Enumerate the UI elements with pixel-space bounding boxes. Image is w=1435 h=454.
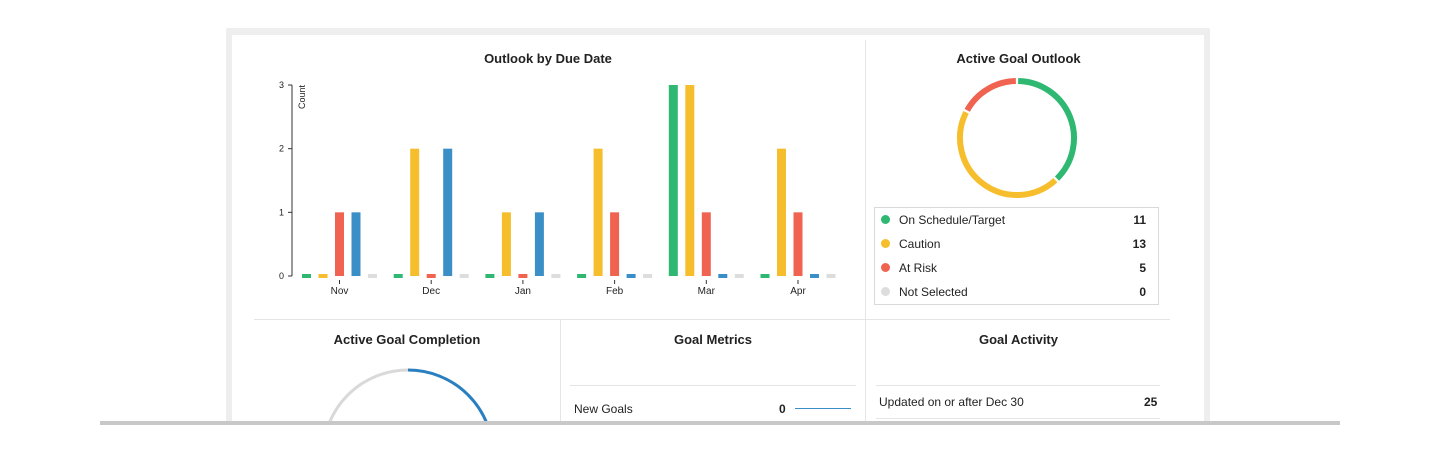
- donut-slice-1[interactable]: [957, 110, 1058, 198]
- gauge-progress: [407, 368, 489, 424]
- y-axis-label: Count: [297, 85, 307, 110]
- goal-activity-divider: [876, 385, 1160, 386]
- x-tick-label: Nov: [331, 286, 349, 297]
- bar-apr-3[interactable]: [810, 274, 819, 278]
- bar-jan-0[interactable]: [485, 274, 495, 278]
- bar-nov-2[interactable]: [335, 212, 344, 276]
- on-schedule-dot-icon: [881, 215, 890, 224]
- new-goals-value: 0: [779, 402, 786, 416]
- legend-value: 11: [1133, 213, 1146, 227]
- new-goals-label: New Goals: [574, 402, 633, 416]
- bar-nov-1[interactable]: [318, 274, 328, 278]
- dashboard-card: Outlook by Due Date 0 1 2 3 Count Nov Dec Jan Fe…: [232, 35, 1204, 424]
- outlook-legend: On Schedule/Target 11 Caution 13 At Risk…: [874, 207, 1159, 305]
- donut-slice-0[interactable]: [1018, 78, 1077, 181]
- bar-mar-1[interactable]: [685, 85, 695, 276]
- legend-value: 5: [1139, 261, 1146, 275]
- bar-feb-0[interactable]: [577, 274, 587, 278]
- divider-horizontal: [254, 319, 1170, 320]
- gauge-track: [327, 368, 409, 424]
- updated-after-label: Updated on or after Dec 30: [879, 395, 1024, 409]
- bar-feb-4[interactable]: [643, 274, 653, 278]
- bar-jan-1[interactable]: [501, 212, 511, 276]
- divider-vertical-bottom-1: [560, 320, 561, 424]
- x-tick-label: Dec: [422, 286, 440, 297]
- scroll-boundary-line: [100, 421, 1340, 425]
- bar-dec-1[interactable]: [410, 148, 420, 276]
- bar-feb-3[interactable]: [626, 274, 636, 278]
- y-tick-label: 3: [279, 80, 284, 90]
- x-tick-label: Mar: [698, 286, 716, 297]
- donut-slice-2[interactable]: [964, 78, 1017, 112]
- divider-vertical-top: [865, 40, 866, 320]
- outlook-chart-title: Outlook by Due Date: [484, 51, 612, 66]
- bar-dec-4[interactable]: [459, 274, 469, 278]
- bar-dec-3[interactable]: [443, 148, 453, 276]
- caution-dot-icon: [881, 239, 890, 248]
- bar-apr-2[interactable]: [793, 212, 803, 276]
- completion-gauge-arc: [327, 368, 489, 424]
- bar-jan-2[interactable]: [518, 274, 528, 278]
- bar-apr-1[interactable]: [777, 148, 786, 276]
- legend-row-not-selected[interactable]: Not Selected 0: [875, 280, 1158, 304]
- legend-label: At Risk: [899, 261, 938, 275]
- legend-label: Caution: [899, 237, 941, 251]
- updated-after-value: 25: [1144, 395, 1158, 409]
- goal-activity-row-divider: [876, 418, 1160, 419]
- active-goal-outlook-donut: [957, 78, 1077, 198]
- y-tick-label: 2: [279, 144, 284, 154]
- active-goal-completion-title: Active Goal Completion: [333, 332, 481, 347]
- x-tick-label: Apr: [790, 286, 806, 297]
- outlook-bar-chart: 0 1 2 3 Count Nov Dec Jan Feb Mar Apr: [279, 80, 836, 297]
- bar-nov-4[interactable]: [368, 274, 377, 278]
- bar-jan-3[interactable]: [534, 212, 544, 276]
- active-goal-outlook-title: Active Goal Outlook: [956, 51, 1081, 66]
- bar-feb-1[interactable]: [593, 148, 603, 276]
- x-tick-label: Feb: [606, 286, 624, 297]
- new-goals-sparkline: [795, 408, 851, 409]
- y-tick-label: 1: [279, 207, 284, 217]
- legend-row-on-schedule[interactable]: On Schedule/Target 11: [875, 208, 1158, 232]
- bar-feb-2[interactable]: [610, 212, 620, 276]
- divider-vertical-bottom-2: [865, 320, 866, 424]
- legend-label: Not Selected: [899, 285, 968, 299]
- bar-nov-0[interactable]: [302, 274, 311, 278]
- bar-dec-2[interactable]: [426, 274, 436, 278]
- bar-apr-4[interactable]: [826, 274, 836, 278]
- bar-mar-2[interactable]: [701, 212, 711, 276]
- legend-value: 13: [1132, 237, 1146, 251]
- bar-mar-4[interactable]: [734, 274, 744, 278]
- bar-nov-3[interactable]: [351, 212, 361, 276]
- at-risk-dot-icon: [881, 263, 890, 272]
- bar-dec-0[interactable]: [393, 274, 403, 278]
- bar-apr-0[interactable]: [760, 274, 770, 278]
- bar-mar-0[interactable]: [668, 85, 678, 276]
- goal-activity-title: Goal Activity: [979, 332, 1058, 347]
- bar-jan-4[interactable]: [551, 274, 561, 278]
- goal-metrics-divider: [570, 385, 856, 386]
- legend-row-at-risk[interactable]: At Risk 5: [875, 256, 1158, 280]
- legend-row-caution[interactable]: Caution 13: [875, 232, 1158, 256]
- not-selected-dot-icon: [881, 287, 890, 296]
- legend-label: On Schedule/Target: [899, 213, 1006, 227]
- bar-mar-3[interactable]: [718, 274, 728, 278]
- legend-value: 0: [1139, 285, 1146, 299]
- x-tick-label: Jan: [515, 286, 531, 297]
- goal-metrics-title: Goal Metrics: [673, 332, 753, 347]
- y-tick-label: 0: [279, 271, 284, 281]
